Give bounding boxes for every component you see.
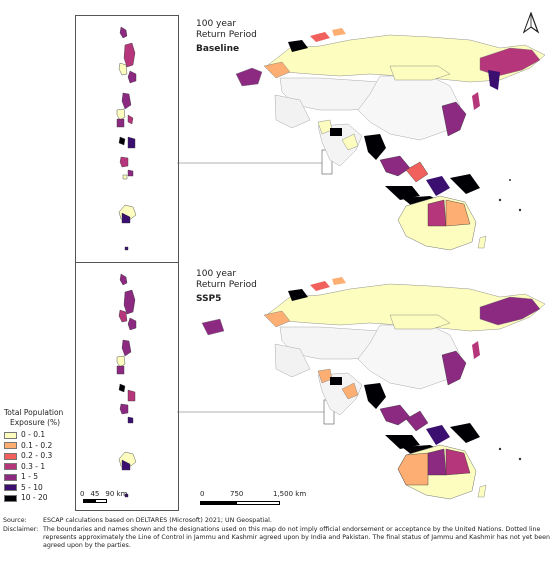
legend: Total Population Exposure (%) 0 - 0.1 0.1… [4,408,63,504]
inset-islands-bottom [116,273,137,498]
legend-title-line1: Total Population [4,408,64,417]
map-ssp5 [201,277,546,500]
legend-swatch [4,431,17,439]
north-arrow-icon [522,12,540,34]
legend-swatch [4,463,17,471]
legend-item-label: 0.3 - 1 [21,461,46,471]
top-panel-label: 100 year Return Period Baseline [196,19,257,55]
legend-item: 0 - 0.1 [4,430,63,441]
legend-item-label: 5 - 10 [21,482,43,492]
legend-item: 5 - 10 [4,483,63,494]
inset-scale-label-2: 90 km [105,490,128,498]
disclaimer-text: The boundaries and names shown and the d… [43,526,550,549]
legend-item-label: 1 - 5 [21,472,39,482]
main-scale-label-0: 0 [200,490,205,498]
bottom-panel-label: 100 year Return Period SSP5 [196,269,257,305]
legend-item-label: 10 - 20 [21,493,48,503]
inset-scale-label-0: 0 [80,490,85,498]
footer: Source: ESCAP calculations based on DELT… [0,517,554,550]
main-scale-label-1: 750 [230,490,244,498]
inset-islands-top [116,26,137,251]
main-scale-label-2: 1,500 km [273,490,307,498]
main-scale-bar: 0 750 1,500 km [200,490,320,505]
legend-swatch [4,494,17,502]
legend-item: 0.3 - 1 [4,462,63,473]
top-return-period: 100 year Return Period [196,19,257,40]
legend-item-label: 0.1 - 0.2 [21,440,53,450]
legend-item-label: 0.2 - 0.3 [21,451,53,461]
inset-scale-label-1: 45 [90,490,100,498]
bottom-return-period: 100 year Return Period [196,269,257,290]
bottom-scenario: SSP5 [196,294,222,304]
source-text: ESCAP calculations based on DELTARES (Mi… [43,517,272,524]
top-scenario: Baseline [196,44,240,54]
legend-item: 0.1 - 0.2 [4,441,63,452]
legend-title-line2: Exposure (%) [10,418,61,427]
legend-item: 0.2 - 0.3 [4,451,63,462]
disclaimer-label: Disclaimer: [3,526,39,533]
legend-item: 1 - 5 [4,472,63,483]
legend-item-label: 0 - 0.1 [21,430,46,440]
map-baseline [235,28,546,251]
legend-swatch [4,452,17,460]
legend-swatch [4,484,17,492]
legend-item: 10 - 20 [4,493,63,504]
legend-swatch [4,473,17,481]
legend-swatch [4,442,17,450]
source-label: Source: [3,517,27,524]
inset-scale-bar: 0 45 90 km [80,490,127,503]
